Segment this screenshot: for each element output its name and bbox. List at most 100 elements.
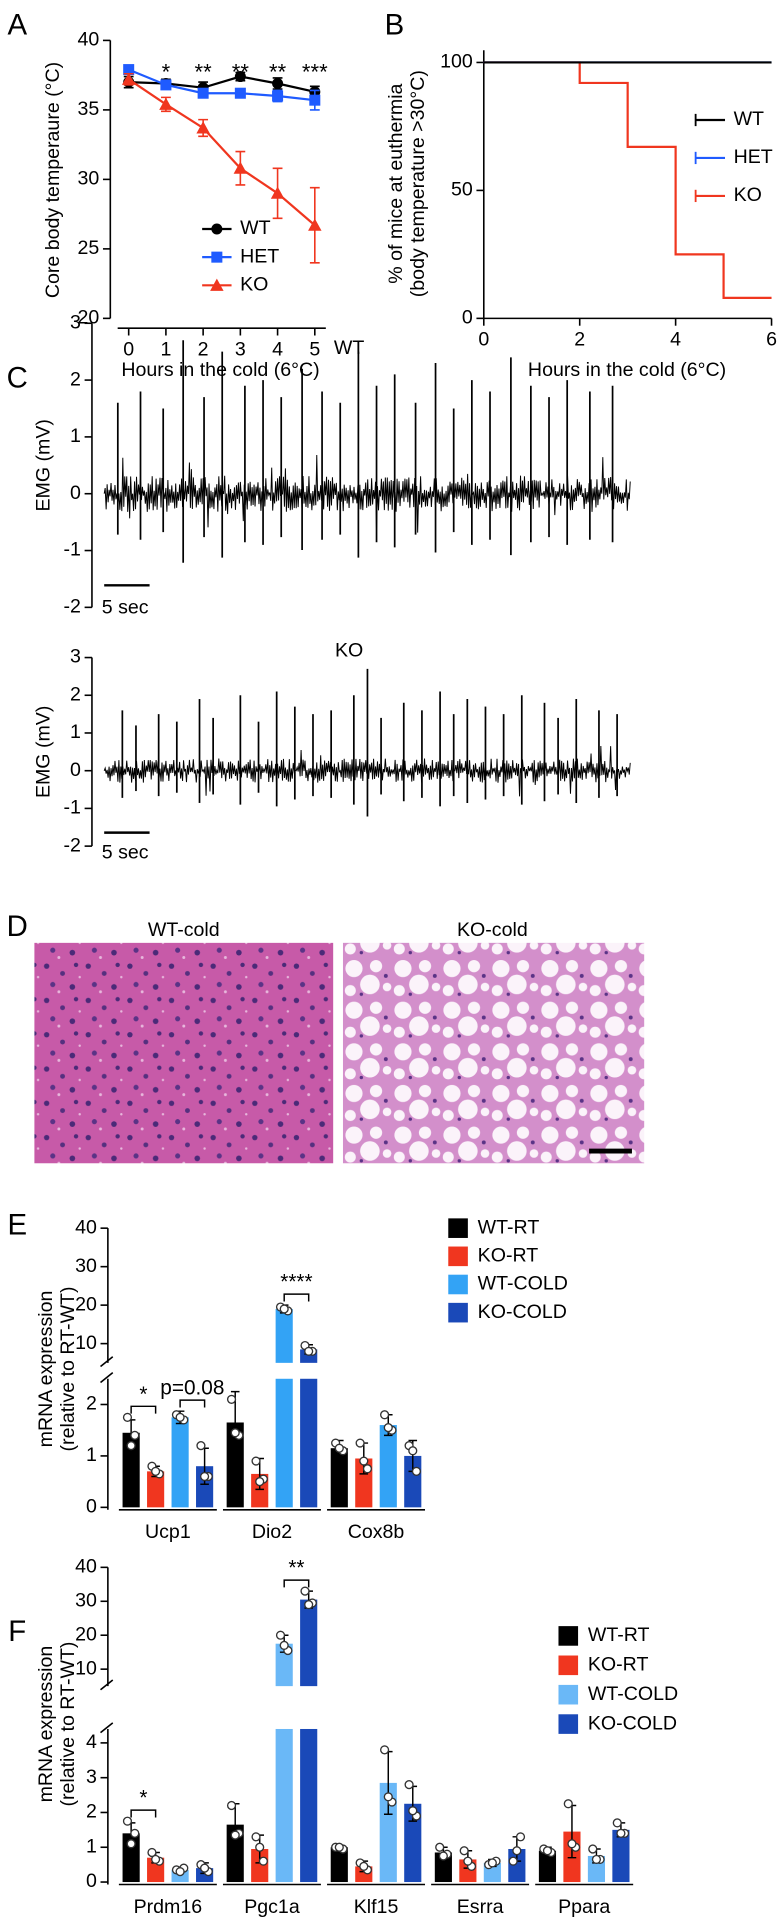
image-title: KO-cold (457, 919, 528, 941)
data-point (196, 1441, 206, 1451)
marker (160, 79, 172, 91)
y-tick-label: 40 (75, 1216, 97, 1238)
data-point (175, 1412, 185, 1422)
scale-bar-label: 5 sec (102, 842, 149, 864)
y-tick-label: 30 (78, 168, 100, 190)
data-point (616, 1828, 626, 1838)
marker (270, 186, 285, 199)
y-tick-label: 0 (86, 1496, 97, 1518)
data-point (126, 1441, 136, 1451)
significance-label: *** (302, 59, 328, 84)
legend-label: WT-COLD (478, 1273, 568, 1295)
panel-label: C (7, 361, 28, 394)
bar (171, 1417, 189, 1508)
legend-swatch (448, 1302, 468, 1323)
marker (233, 161, 248, 174)
y-tick-label: 40 (78, 29, 100, 51)
significance-label: **** (280, 1271, 312, 1294)
data-point (383, 1792, 393, 1802)
x-tick-label: 2 (198, 338, 209, 360)
series-line (128, 75, 316, 93)
y-axis-label: EMG (mV) (32, 706, 54, 798)
y-tick-label: 40 (75, 1556, 97, 1578)
significance-label: ** (195, 59, 213, 84)
bar (275, 1378, 293, 1508)
data-point (380, 1745, 390, 1755)
bar (434, 1852, 452, 1883)
panel-label: D (7, 910, 28, 943)
histology-image (342, 942, 645, 1164)
bar (538, 1850, 557, 1883)
series-line (483, 61, 772, 299)
marker (211, 251, 223, 263)
y-tick-label: 0 (70, 759, 81, 781)
bar (122, 1833, 140, 1883)
data-point (255, 1842, 265, 1852)
x-tick-label: Ppara (558, 1896, 610, 1918)
data-point (359, 1456, 369, 1466)
legend-label: WT-RT (478, 1216, 540, 1238)
data-point (355, 1438, 365, 1448)
y-tick-label: 1 (70, 425, 81, 447)
data-point (563, 1799, 573, 1809)
bar (122, 1432, 140, 1508)
data-point (130, 1430, 140, 1440)
y-tick-label: 3 (70, 311, 81, 333)
y-axis-label: Core body temperaure (°C) (42, 62, 64, 298)
series-line (128, 78, 316, 227)
legend-label: KO-RT (478, 1244, 539, 1266)
data-point (200, 1471, 210, 1482)
y-tick-label: -2 (64, 834, 81, 856)
data-point (258, 1856, 268, 1866)
y-tick-label: 4 (86, 1731, 97, 1753)
bar (226, 1824, 244, 1883)
axis-break (100, 1722, 114, 1734)
data-point (300, 1586, 310, 1596)
bar (300, 1728, 318, 1883)
marker (308, 218, 322, 231)
x-axis-label: Hours in the cold (6°C) (528, 359, 726, 381)
legend-label: KO-COLD (588, 1712, 677, 1734)
marker (159, 97, 173, 110)
data-point (304, 1600, 314, 1610)
marker (210, 278, 224, 291)
data-point (512, 1846, 522, 1856)
y-tick-label: 2 (70, 368, 81, 390)
y-axis-label: % of mice at euthermia (385, 83, 407, 283)
bar (379, 1782, 397, 1883)
y-tick-label: -2 (64, 596, 81, 618)
x-tick-label: Ucp1 (145, 1521, 191, 1543)
panel-label: F (8, 1615, 26, 1648)
y-tick-label: 20 (75, 1293, 97, 1315)
legend-swatch (448, 1246, 468, 1267)
data-point (542, 1846, 553, 1856)
significance-label: ** (288, 1557, 304, 1580)
marker (121, 72, 136, 85)
panel-label: A (7, 9, 27, 42)
legend-swatch (558, 1714, 579, 1734)
legend-swatch (448, 1274, 468, 1295)
bar (275, 1308, 293, 1363)
significance-bracket (130, 1405, 157, 1414)
data-point (130, 1828, 140, 1838)
marker (272, 90, 284, 102)
legend-label: KO-COLD (478, 1301, 567, 1323)
significance-bracket (283, 1579, 310, 1588)
scale-bar-label: 5 sec (102, 597, 149, 619)
bar (379, 1425, 397, 1508)
y-tick-label: 2 (70, 683, 81, 705)
image-title: WT-cold (148, 919, 220, 941)
significance-label: * (139, 1383, 147, 1406)
bar (300, 1378, 318, 1508)
data-point (200, 1863, 210, 1873)
x-tick-label: 0 (478, 329, 489, 351)
data-point (230, 1428, 240, 1438)
legend-swatch (558, 1655, 579, 1676)
data-point (275, 1630, 286, 1640)
legend-swatch (558, 1684, 579, 1705)
y-tick-label: 2 (86, 1393, 97, 1415)
x-axis-label: Hours in the cold (6°C) (121, 359, 319, 381)
y-tick-label: 2 (86, 1801, 97, 1823)
data-point (612, 1818, 622, 1828)
series-line (128, 68, 315, 102)
